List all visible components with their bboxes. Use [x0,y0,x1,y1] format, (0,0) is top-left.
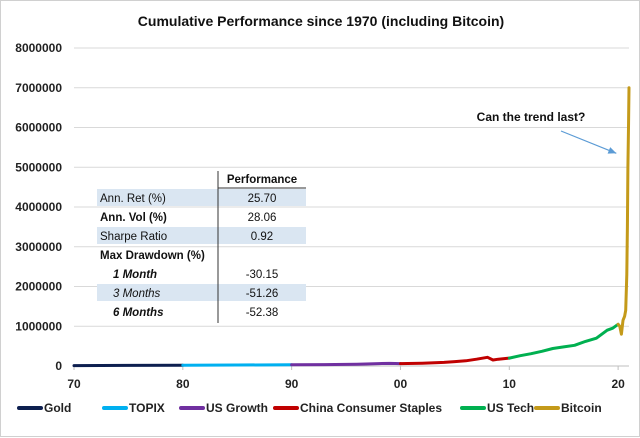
y-tick-label: 2000000 [15,280,62,294]
table-row-value: -51.26 [246,288,279,300]
x-tick-label: 80 [176,377,190,391]
x-tick-label: 90 [285,377,299,391]
table-row-value: 25.70 [248,193,277,205]
legend: Gold TOPIX US Growth China Consumer Staples… [19,401,602,415]
y-tick-label: 3000000 [15,240,62,254]
y-axis-ticks: 0 1000000 2000000 3000000 4000000 5000000 6000… [15,41,62,373]
x-axis-ticks: 70 80 90 00 10 20 [67,366,625,391]
series-line-bitcoin [618,88,629,334]
annotations: Can the trend last? [477,110,617,154]
y-tick-label: 5000000 [15,160,62,174]
table-row-value: 28.06 [248,212,277,224]
table-row-label: 3 Months [113,288,161,300]
chart-title: Cumulative Performance since 1970 (inclu… [138,13,504,29]
table-row-value: -52.38 [246,307,279,319]
x-tick-label: 20 [611,377,625,391]
y-tick-label: 4000000 [15,200,62,214]
table-row-label: 6 Months [113,307,163,319]
y-tick-label: 1000000 [15,319,62,333]
series-line-us-tech [509,324,618,358]
table-row-label: Ann. Ret (%) [100,193,166,205]
y-tick-label: 6000000 [15,121,62,135]
y-tick-label: 0 [55,359,62,373]
annotation-arrow-line [561,131,616,153]
table-row-value: -30.15 [246,269,279,281]
annotation-arrow-head [608,147,617,154]
series-lines [74,88,629,366]
table-row-value: 0.92 [251,231,273,243]
table-row-label: Ann. Vol (%) [100,212,167,224]
legend-label: TOPIX [129,401,165,415]
table-row-label: 1 Month [113,269,157,281]
legend-label: US Growth [206,401,268,415]
x-tick-label: 00 [394,377,408,391]
table-header: Performance [227,174,297,186]
legend-label: China Consumer Staples [300,401,442,415]
series-line-us-growth [292,363,401,364]
legend-label: Bitcoin [561,401,602,415]
y-tick-label: 8000000 [15,41,62,55]
series-line-china-consumer-staples [401,357,510,363]
y-tick-label: 7000000 [15,81,62,95]
x-tick-label: 10 [503,377,517,391]
x-tick-label: 70 [67,377,81,391]
legend-label: Gold [44,401,71,415]
legend-label: US Tech [487,401,534,415]
annotation-text: Can the trend last? [477,110,586,124]
table-row-label: Max Drawdown (%) [100,250,205,262]
table-row-label: Sharpe Ratio [100,231,167,243]
